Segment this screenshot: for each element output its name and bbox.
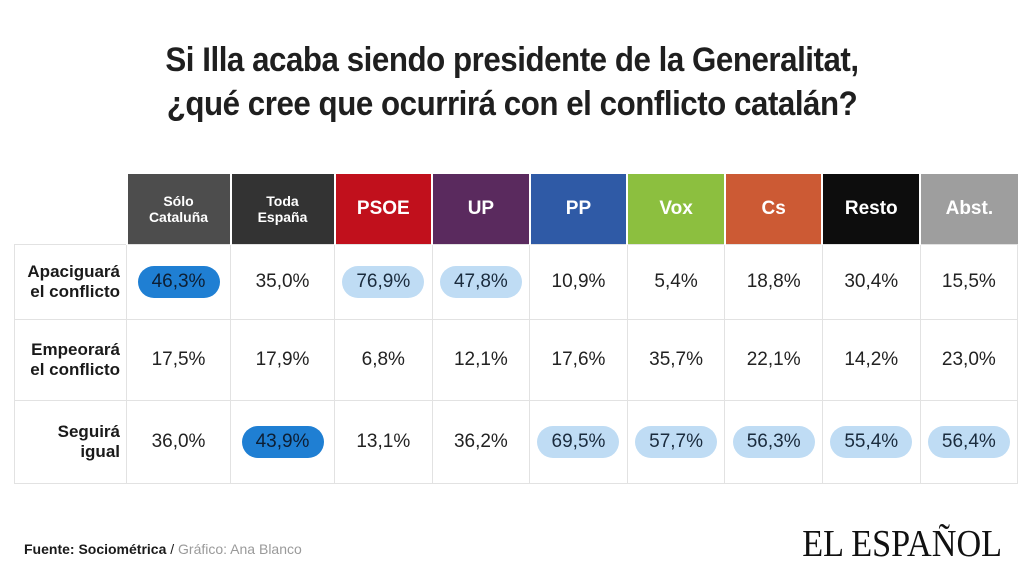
value-cell: 47,8% — [431, 244, 531, 320]
row-label-line: el conflicto — [30, 282, 120, 301]
value-text: 23,0% — [941, 349, 996, 370]
value-cell: 13,1% — [334, 400, 433, 484]
highlighted-value: 56,3% — [732, 426, 815, 458]
value-cell: 36,0% — [126, 400, 231, 484]
value-cell: 56,3% — [724, 400, 823, 484]
row-label-line: el conflicto — [30, 360, 120, 379]
highlighted-value: 46,3% — [137, 266, 220, 298]
col-header-abst: Abst. — [919, 174, 1018, 245]
col-header-up: UP — [431, 174, 530, 245]
value-cell: 46,3% — [126, 244, 231, 320]
value-cell: 6,8% — [334, 319, 433, 401]
brand-logo: EL ESPAÑOL — [802, 523, 1002, 565]
table-row: Seguirá igual 36,0% 43,9% 13,1% 36,2% 69,5% 57,… — [14, 400, 1019, 484]
value-text: 13,1% — [356, 431, 411, 452]
results-table: Sólo Cataluña Toda España PSOE UP PP Vox… — [14, 174, 1019, 484]
col-header-pp: PP — [528, 174, 628, 245]
row-label: Apaciguará el conflicto — [14, 244, 127, 320]
value-text: 17,5% — [151, 349, 206, 370]
highlighted-value: 43,9% — [241, 426, 324, 458]
row-label-line: Seguirá — [57, 422, 120, 441]
highlighted-value: 57,7% — [635, 426, 718, 458]
value-cell: 15,5% — [919, 244, 1019, 320]
value-cell: 69,5% — [529, 400, 628, 484]
footer-source: Fuente: Sociométrica / Gráfico: Ana Blan… — [24, 541, 302, 557]
value-text: 5,4% — [654, 271, 698, 292]
value-cell: 17,6% — [529, 319, 628, 401]
table-row: Empeorará el conflicto 17,5% 17,9% 6,8% 12,1%… — [14, 319, 1019, 401]
value-cell: 35,0% — [230, 244, 335, 320]
col-header-resto: Resto — [821, 174, 921, 245]
col-header-line: Toda — [266, 193, 299, 209]
value-text: 35,0% — [255, 271, 310, 292]
highlighted-value: 47,8% — [439, 266, 522, 298]
table-body: Apaciguará el conflicto 46,3% 35,0% 76,9% 47,… — [14, 244, 1019, 484]
highlighted-value: 76,9% — [342, 266, 425, 298]
value-cell: 35,7% — [626, 319, 726, 401]
col-header-toda-espana: Toda España — [229, 174, 335, 245]
value-text: 35,7% — [649, 349, 704, 370]
col-header-line: España — [257, 209, 308, 225]
value-cell: 55,4% — [821, 400, 921, 484]
value-cell: 17,9% — [230, 319, 335, 401]
source-separator: / — [166, 541, 179, 557]
value-cell: 57,7% — [626, 400, 726, 484]
row-label-line: Apaciguará — [27, 262, 120, 281]
value-cell: 43,9% — [230, 400, 335, 484]
value-cell: 14,2% — [821, 319, 921, 401]
row-label: Empeorará el conflicto — [14, 319, 127, 401]
value-text: 22,1% — [746, 349, 801, 370]
graphic-credit: Gráfico: Ana Blanco — [178, 541, 302, 557]
col-header-cs: Cs — [723, 174, 823, 245]
value-text: 10,9% — [551, 271, 606, 292]
header-corner — [15, 174, 127, 245]
value-text: 15,5% — [941, 271, 996, 292]
highlighted-value: 69,5% — [537, 426, 620, 458]
chart-title-line-2: ¿qué cree que ocurrirá con el conflicto … — [166, 85, 858, 123]
value-cell: 10,9% — [529, 244, 628, 320]
value-text: 6,8% — [361, 349, 405, 370]
table-row: Apaciguará el conflicto 46,3% 35,0% 76,9% 47,… — [14, 244, 1019, 320]
source-label: Fuente: Sociométrica — [24, 541, 167, 557]
value-cell: 22,1% — [724, 319, 823, 401]
chart-title: Si Illa acaba siendo presidente de la Ge… — [41, 38, 983, 126]
value-cell: 76,9% — [334, 244, 433, 320]
value-cell: 30,4% — [821, 244, 921, 320]
value-text: 30,4% — [844, 271, 899, 292]
value-cell: 56,4% — [919, 400, 1019, 484]
value-cell: 18,8% — [724, 244, 823, 320]
col-header-solo-cataluna: Sólo Cataluña — [125, 174, 231, 245]
highlighted-value: 55,4% — [830, 426, 913, 458]
value-text: 17,9% — [255, 349, 310, 370]
value-text: 36,2% — [453, 431, 508, 452]
col-header-line: Cataluña — [148, 209, 209, 225]
col-header-line: Sólo — [163, 193, 194, 209]
value-text: 17,6% — [551, 349, 606, 370]
value-text: 12,1% — [453, 349, 508, 370]
highlighted-value: 56,4% — [927, 426, 1010, 458]
row-label-line: Empeorará — [31, 340, 120, 359]
col-header-vox: Vox — [626, 174, 725, 245]
value-cell: 12,1% — [431, 319, 531, 401]
chart-title-line-1: Si Illa acaba siendo presidente de la Ge… — [165, 41, 859, 79]
value-cell: 17,5% — [126, 319, 231, 401]
value-text: 14,2% — [844, 349, 899, 370]
header-row: Sólo Cataluña Toda España PSOE UP PP Vox… — [15, 174, 1018, 245]
col-header-psoe: PSOE — [333, 174, 433, 245]
value-cell: 36,2% — [431, 400, 531, 484]
value-cell: 5,4% — [626, 244, 726, 320]
row-label: Seguirá igual — [14, 400, 127, 484]
row-label-line: igual — [80, 442, 120, 461]
value-text: 36,0% — [151, 431, 206, 452]
value-text: 18,8% — [746, 271, 801, 292]
value-cell: 23,0% — [919, 319, 1019, 401]
